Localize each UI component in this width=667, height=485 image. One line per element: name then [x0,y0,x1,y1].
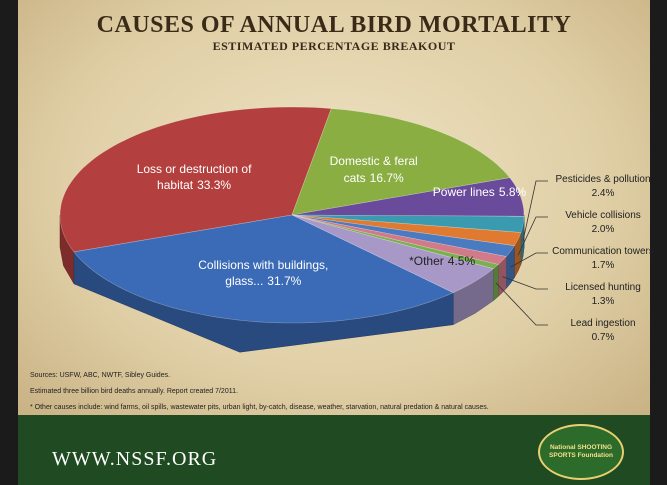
slice [59,106,332,253]
category-label: *Other [409,254,444,269]
value-label: 1.3% [591,296,615,307]
chart-title: CAUSES OF ANNUAL BIRD MORTALITY [97,12,572,38]
category-label: Vehicle collisions [565,210,641,221]
footer-url: WWW.NSSF.ORG [52,448,218,470]
slice-label: Collisions with buildings, glass... 31.7% [188,257,338,289]
slice [291,108,511,216]
slice-label: Domestic & feral cats 16.7% [299,153,449,185]
outside-label: Lead ingestion 0.7% [548,317,658,345]
leader-line [510,252,548,268]
category-label: Power lines [432,185,495,199]
note: Estimated three billion bird deaths annu… [30,388,238,395]
category-label: Collisions with buildings, glass... [198,257,329,289]
slice-side [493,263,499,302]
category-label: Communication towers [552,246,654,257]
value-label: 2.4% [591,188,615,199]
outside-label: Licensed hunting 1.3% [548,281,658,309]
value-label: 5.8% [498,185,527,199]
slice [291,214,499,270]
chart-subtitle: ESTIMATED PERCENTAGE BREAKOUT [213,39,456,53]
leader-line [517,216,548,256]
logo-text: National SHOOTING SPORTS Foundation [549,444,613,459]
value-label: 1.7% [591,260,615,271]
note: Sources: USFW, ABC, NWTF, Sibley Guides. [30,372,171,379]
value-label: 16.7% [369,170,404,185]
slice-label: Loss or destruction of habitat 33.3% [119,161,269,193]
outside-label: Communication towers 1.7% [548,245,658,273]
category-label: Domestic & feral cats [329,154,418,185]
slice [291,214,525,233]
slice [291,177,525,217]
slice-label: *Other 4.5% [377,253,507,269]
value-label: 2.0% [591,224,615,235]
outside-label: Vehicle collisions 2.0% [548,209,658,237]
category-label: Lead ingestion [570,318,636,329]
outside-label: Pesticides & pollution 2.4% [548,173,658,201]
slice [73,214,454,324]
leader-line [522,180,548,241]
slice-label: Power lines 5.8% [414,184,544,200]
value-label: 33.3% [197,178,232,193]
slice [291,214,494,294]
leader-line [495,282,548,326]
value-label: 0.7% [591,332,615,343]
value-label: 4.5% [447,254,476,269]
category-label: Licensed hunting [565,282,641,293]
logo: National SHOOTING SPORTS Foundation [538,424,624,480]
category-label: Pesticides & pollution [555,174,651,185]
note: * Other causes include: wind farms, oil … [30,404,489,411]
value-label: 31.7% [267,274,302,289]
category-label: Loss or destruction of habitat [136,161,252,193]
leader-line [502,276,548,290]
